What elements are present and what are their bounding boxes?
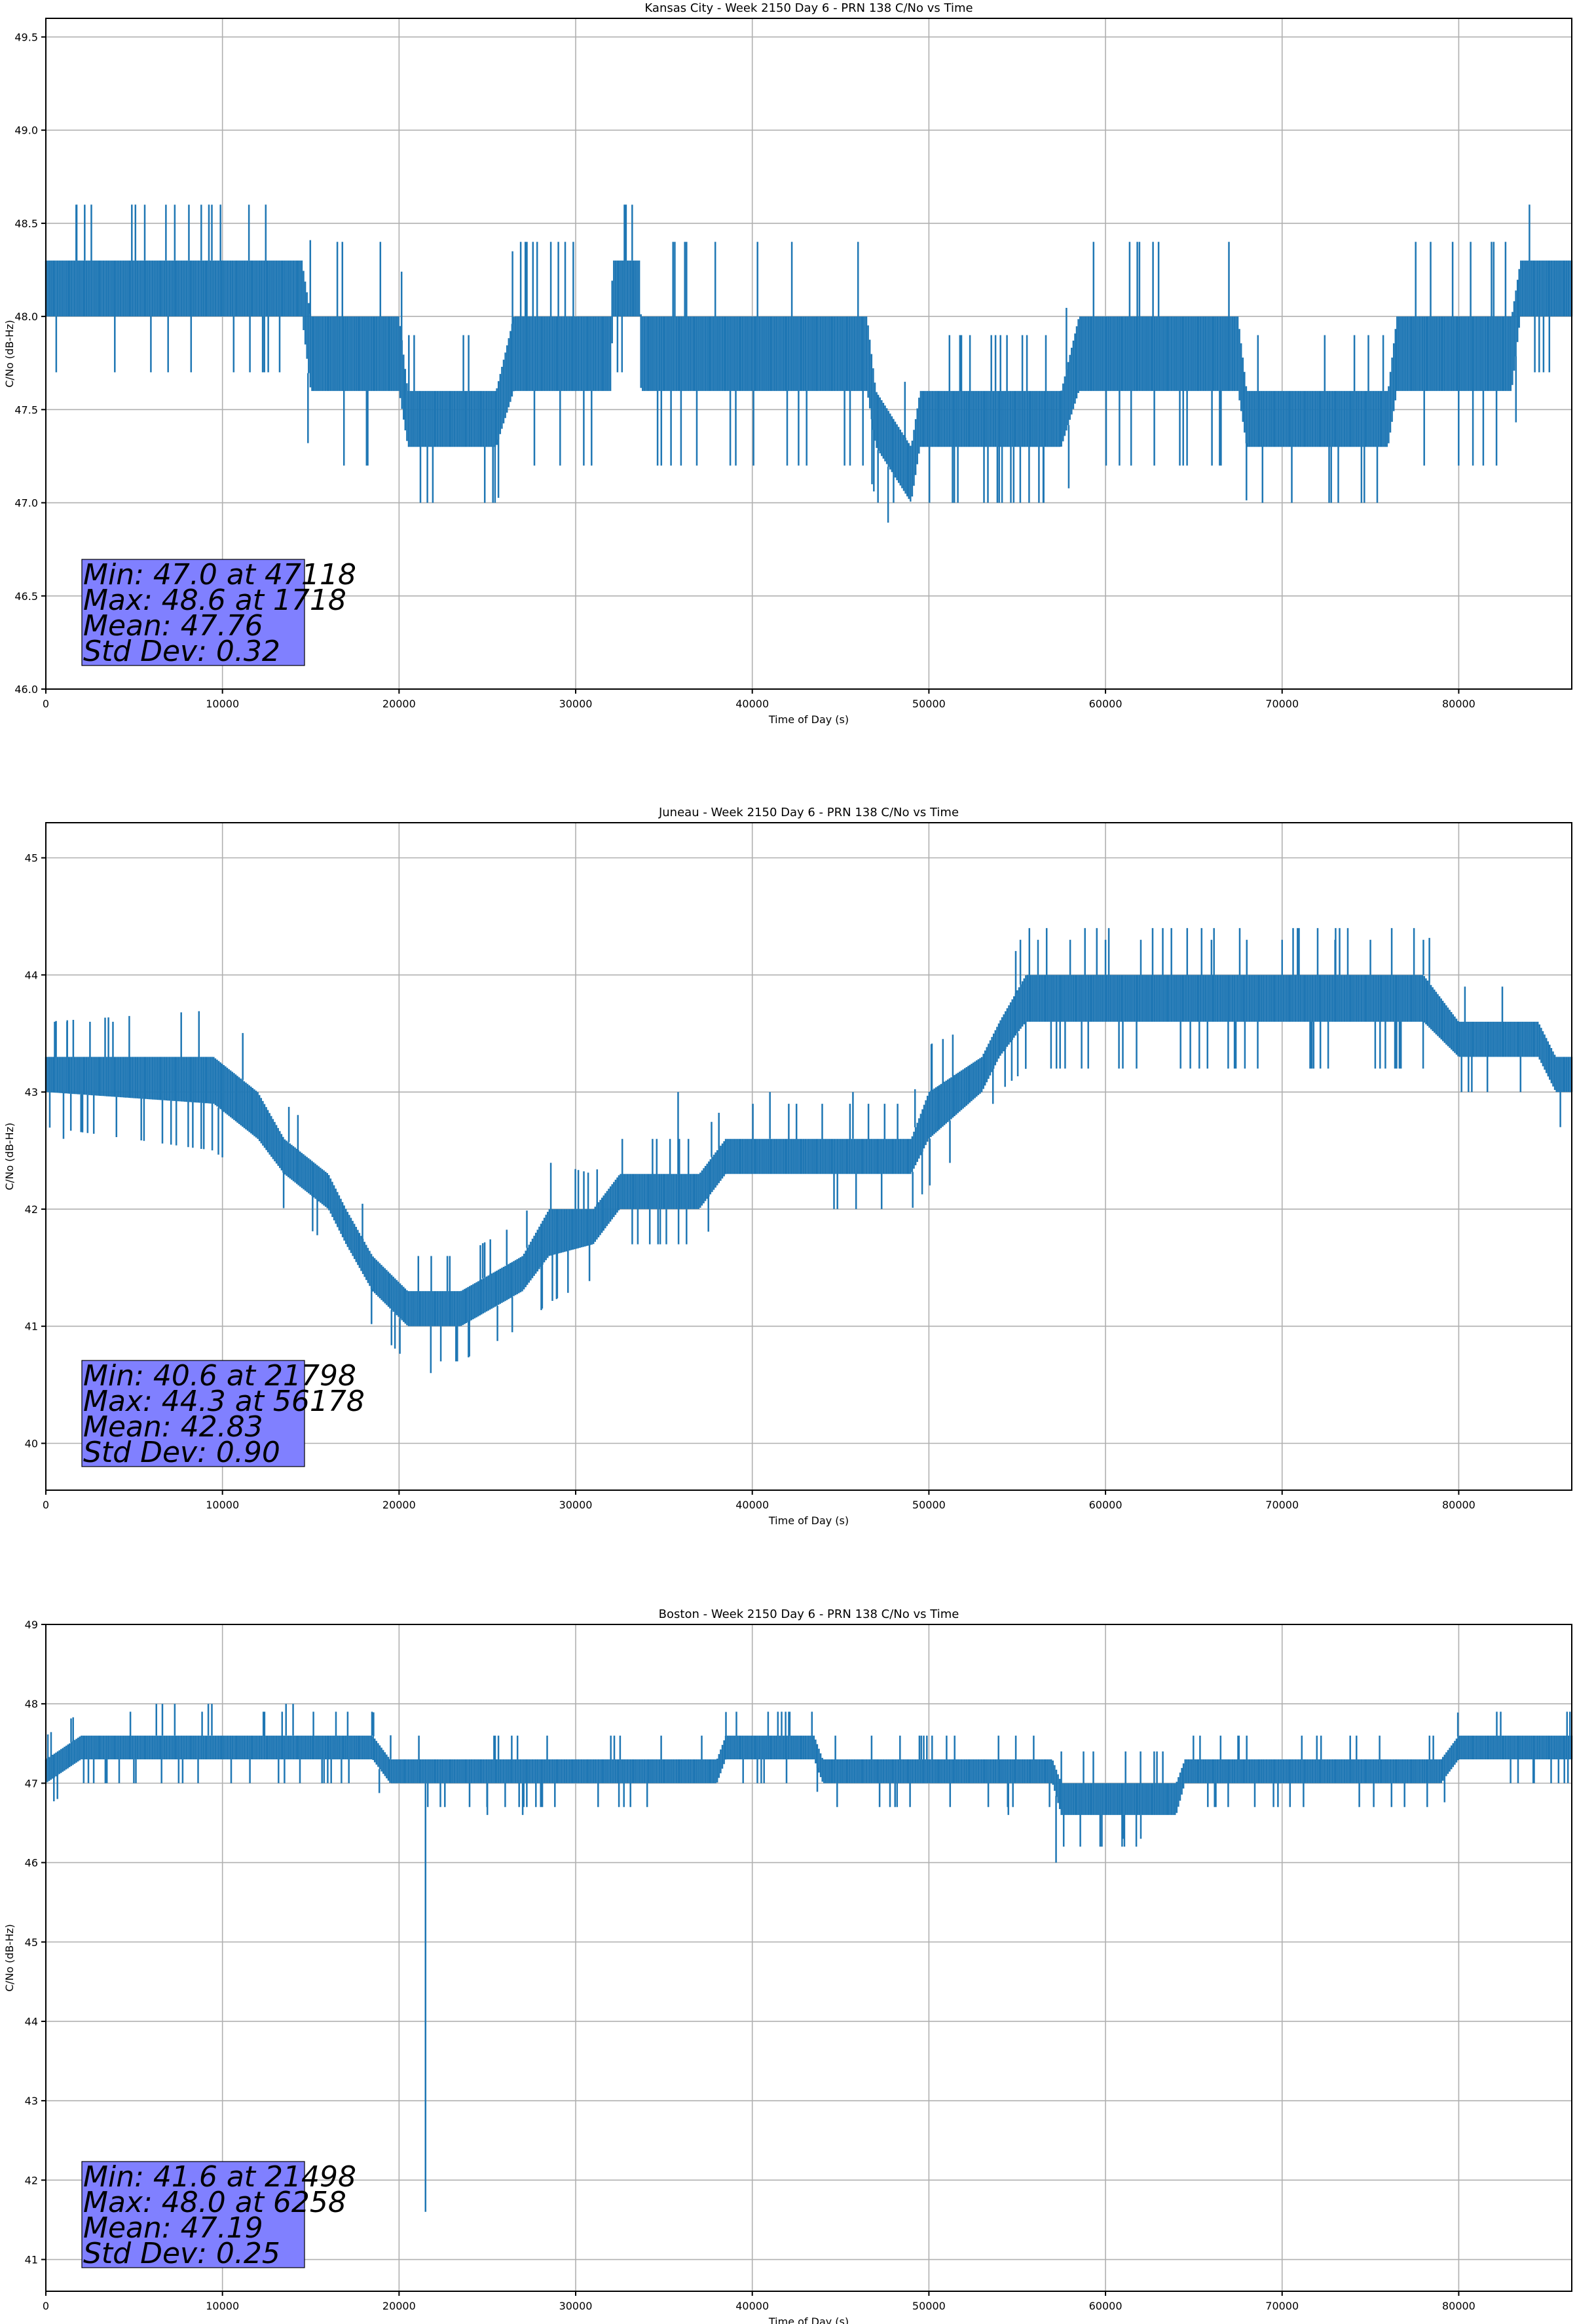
y-tick-label: 40 xyxy=(25,1437,38,1450)
y-tick-label: 49.0 xyxy=(14,124,38,137)
x-tick-label: 40000 xyxy=(735,1499,769,1511)
y-tick-label: 49 xyxy=(25,1619,38,1631)
x-tick-label: 70000 xyxy=(1265,2300,1299,2312)
y-axis-label: C/No (dB-Hz) xyxy=(3,1924,16,1991)
chart-panel-2: 0 10000 20000 30000 40000 50000 60000 70000 8000… xyxy=(3,806,1573,1527)
y-axis-label: C/No (dB-Hz) xyxy=(3,1123,16,1190)
y-tick-label: 42 xyxy=(25,1203,38,1216)
x-tick-label: 40000 xyxy=(735,2300,769,2312)
stats-line: Min: 47.0 at 47118 xyxy=(83,558,356,591)
y-tick-label: 46.5 xyxy=(14,590,38,603)
x-tick-label: 80000 xyxy=(1442,698,1475,710)
stats-line: Std Dev: 0.32 xyxy=(83,635,280,668)
stats-line: Std Dev: 0.90 xyxy=(83,1436,280,1469)
y-tick-label: 47.0 xyxy=(14,497,38,510)
y-tick-label: 47.5 xyxy=(14,403,38,416)
y-tick-label: 48 xyxy=(25,1698,38,1710)
x-tick-label: 60000 xyxy=(1089,1499,1122,1511)
x-tick-label: 0 xyxy=(43,698,49,710)
stats-line: Mean: 42.83 xyxy=(83,1410,263,1444)
axes-frame xyxy=(45,18,1572,690)
chart-title: Kansas City - Week 2150 Day 6 - PRN 138 … xyxy=(644,1,973,15)
y-tick-label: 46.0 xyxy=(14,683,38,696)
chart-panel-3: 0 10000 20000 30000 40000 50000 60000 70000 8000… xyxy=(3,1607,1573,2324)
x-tick-label: 80000 xyxy=(1442,2300,1475,2312)
y-tick-label: 47 xyxy=(25,1777,38,1790)
x-tick-label: 20000 xyxy=(382,698,416,710)
y-tick-label: 41 xyxy=(25,1321,38,1333)
x-tick-label: 70000 xyxy=(1265,1499,1299,1511)
stats-line: Std Dev: 0.25 xyxy=(83,2237,280,2270)
chart-title: Juneau - Week 2150 Day 6 - PRN 138 C/No … xyxy=(658,806,959,819)
x-tick-label: 50000 xyxy=(912,1499,946,1511)
y-tick-label: 48.5 xyxy=(14,217,38,230)
x-tick-label: 10000 xyxy=(206,2300,239,2312)
x-tick-label: 60000 xyxy=(1089,2300,1122,2312)
series-cno xyxy=(45,928,1573,1374)
stats-box-background xyxy=(81,2161,305,2268)
x-tick-label: 30000 xyxy=(559,2300,593,2312)
y-tick-label: 48.0 xyxy=(14,310,38,323)
x-tick-label: 20000 xyxy=(382,2300,416,2312)
y-tick-label: 44 xyxy=(25,2015,38,2028)
x-tick-label: 30000 xyxy=(559,698,593,710)
x-tick-label: 60000 xyxy=(1089,698,1122,710)
x-axis-label: Time of Day (s) xyxy=(768,2315,849,2324)
y-tick-label: 45 xyxy=(25,852,38,865)
stats-line: Mean: 47.19 xyxy=(83,2211,263,2245)
axes-frame xyxy=(45,822,1572,1491)
x-tick-label: 40000 xyxy=(735,698,769,710)
axes-frame xyxy=(45,1624,1572,2292)
y-tick-label: 45 xyxy=(25,1936,38,1949)
x-tick-label: 10000 xyxy=(206,1499,239,1511)
data-band xyxy=(45,204,1573,523)
x-tick-label: 70000 xyxy=(1265,698,1299,710)
x-tick-label: 20000 xyxy=(382,1499,416,1511)
stats-line: Max: 44.3 at 56178 xyxy=(83,1385,365,1418)
y-tick-label: 43 xyxy=(25,1086,38,1098)
x-axis-label: Time of Day (s) xyxy=(768,713,849,726)
stats-line: Min: 40.6 at 21798 xyxy=(83,1359,356,1393)
chart-panel-1: 0 10000 20000 30000 40000 50000 60000 70000 8000… xyxy=(3,1,1573,726)
stats-line: Max: 48.6 at 1718 xyxy=(83,584,346,617)
x-tick-label: 30000 xyxy=(559,1499,593,1511)
y-axis-label: C/No (dB-Hz) xyxy=(3,320,16,387)
x-tick-label: 0 xyxy=(43,2300,49,2312)
stats-line: Min: 41.6 at 21498 xyxy=(83,2160,356,2194)
stats-box-background xyxy=(81,1360,305,1467)
chart-title: Boston - Week 2150 Day 6 - PRN 138 C/No … xyxy=(659,1607,959,1621)
x-tick-label: 50000 xyxy=(912,2300,946,2312)
stats-line: Max: 48.0 at 6258 xyxy=(83,2186,346,2219)
series-cno xyxy=(45,1704,1573,2212)
y-tick-label: 43 xyxy=(25,2095,38,2107)
stats-line: Mean: 47.76 xyxy=(83,609,263,643)
x-tick-label: 10000 xyxy=(206,698,239,710)
x-tick-label: 80000 xyxy=(1442,1499,1475,1511)
x-tick-label: 50000 xyxy=(912,698,946,710)
y-tick-label: 46 xyxy=(25,1857,38,1869)
data-band xyxy=(45,928,1573,1362)
y-tick-label: 49.5 xyxy=(14,31,38,43)
y-tick-label: 44 xyxy=(25,969,38,981)
y-tick-label: 42 xyxy=(25,2174,38,2186)
data-band xyxy=(45,1712,1573,1847)
x-tick-label: 0 xyxy=(43,1499,49,1511)
stats-box-background xyxy=(81,559,305,666)
series-cno xyxy=(45,204,1573,523)
x-axis-label: Time of Day (s) xyxy=(768,1514,849,1527)
y-tick-label: 41 xyxy=(25,2254,38,2266)
